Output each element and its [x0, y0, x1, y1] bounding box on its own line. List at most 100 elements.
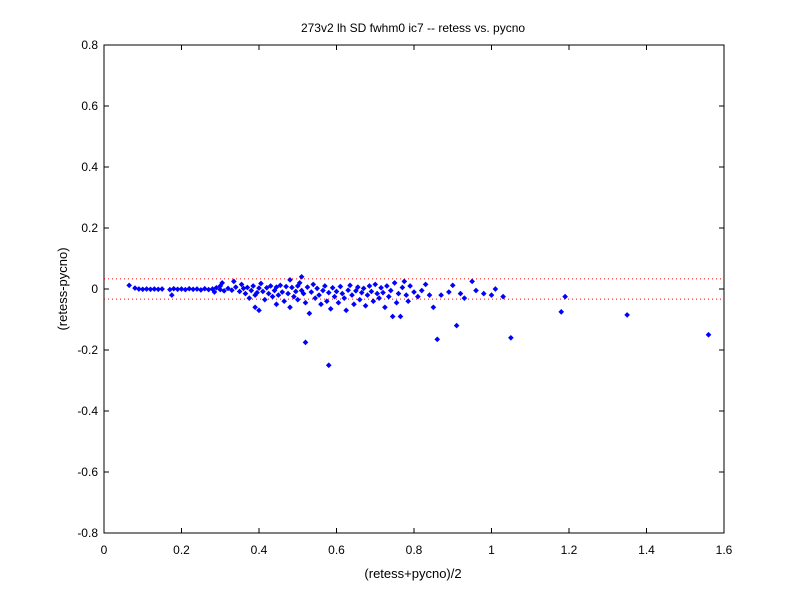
axis-ticks: 0 0.2 0.4 0.6 0.8 1 1.2 1.4 1.6 -0.8 -0.6 -0.4 -0.2 0… [77, 38, 732, 557]
data-point [287, 277, 293, 283]
data-point [238, 281, 245, 288]
data-point [230, 278, 237, 285]
data-point [426, 292, 433, 298]
data-point [480, 290, 487, 297]
y-tick-label: -0.8 [77, 526, 98, 540]
data-points [126, 273, 712, 369]
data-point [430, 304, 437, 311]
data-point [372, 281, 379, 288]
data-point [316, 292, 322, 298]
data-point [320, 287, 326, 294]
y-tick-label: 0.8 [81, 38, 98, 52]
data-point [347, 282, 353, 289]
data-point [277, 282, 284, 289]
data-point [323, 298, 330, 305]
x-tick-label: 0.4 [251, 543, 268, 557]
x-tick-label: 0 [101, 543, 108, 557]
x-axis-label: (retess+pycno)/2 [364, 566, 461, 581]
x-tick-label: 1.2 [561, 543, 578, 557]
data-point [449, 282, 456, 289]
data-point [418, 287, 425, 294]
data-point [285, 290, 291, 297]
data-point [393, 299, 400, 306]
data-point [296, 280, 303, 286]
data-point [201, 285, 208, 292]
y-tick-label: 0.4 [81, 160, 98, 174]
data-point [325, 289, 332, 296]
data-point [434, 336, 441, 343]
data-point [339, 290, 346, 297]
data-point [304, 284, 311, 290]
data-point [358, 289, 365, 296]
x-tick-label: 0.2 [173, 543, 190, 557]
data-point [492, 286, 499, 292]
data-point [213, 284, 220, 291]
data-point [389, 313, 396, 320]
data-point [469, 278, 475, 285]
x-tick-label: 1.6 [716, 543, 733, 557]
data-point [292, 288, 299, 295]
data-point [333, 288, 340, 295]
chart-title: 273v2 lh SD fwhm0 ic7 -- retess vs. pycn… [301, 21, 525, 35]
data-point [178, 286, 185, 292]
data-point [500, 293, 506, 300]
data-point [310, 281, 317, 288]
data-point [453, 322, 460, 329]
data-point [291, 293, 297, 300]
data-point [356, 296, 363, 303]
data-point [366, 283, 373, 289]
data-point [254, 289, 260, 296]
data-point [384, 283, 390, 289]
data-point [225, 285, 231, 292]
data-point [265, 290, 272, 297]
y-axis-label: (retess-pycno) [55, 247, 70, 330]
y-tick-label: -0.2 [77, 343, 98, 357]
data-point [705, 331, 712, 338]
y-tick-label: -0.6 [77, 465, 98, 479]
data-point [318, 301, 324, 308]
data-point [219, 280, 226, 286]
data-point [260, 288, 266, 295]
data-point [232, 284, 239, 290]
data-point [337, 283, 344, 290]
data-point [341, 295, 348, 301]
data-point [399, 284, 406, 291]
x-tick-label: 1.4 [638, 543, 655, 557]
data-point [382, 304, 388, 311]
data-point [271, 287, 278, 294]
data-point [256, 285, 262, 291]
data-point [126, 282, 133, 289]
data-point [422, 281, 429, 288]
data-point [345, 287, 351, 294]
data-point [325, 362, 332, 369]
data-point [461, 295, 468, 301]
data-point [306, 310, 313, 317]
data-point [279, 289, 286, 295]
data-point [446, 289, 452, 295]
data-point [457, 290, 464, 297]
data-point [376, 295, 382, 301]
data-point [263, 284, 270, 291]
data-point [343, 307, 350, 314]
data-point [194, 286, 200, 292]
x-tick-label: 1 [488, 543, 495, 557]
y-tick-label: 0.6 [81, 99, 98, 113]
data-point [473, 287, 479, 294]
data-point [401, 278, 408, 285]
data-point [302, 299, 309, 306]
data-point [370, 298, 377, 305]
data-point [273, 301, 280, 308]
data-point [380, 289, 386, 296]
data-point [300, 290, 307, 297]
data-point [221, 288, 227, 294]
data-point [327, 306, 334, 312]
data-point [269, 293, 276, 300]
data-point [329, 284, 336, 291]
data-point [624, 312, 630, 318]
data-point [246, 295, 253, 301]
data-point [170, 285, 177, 292]
data-point [314, 285, 320, 292]
data-point [287, 304, 293, 311]
data-point [281, 298, 288, 305]
